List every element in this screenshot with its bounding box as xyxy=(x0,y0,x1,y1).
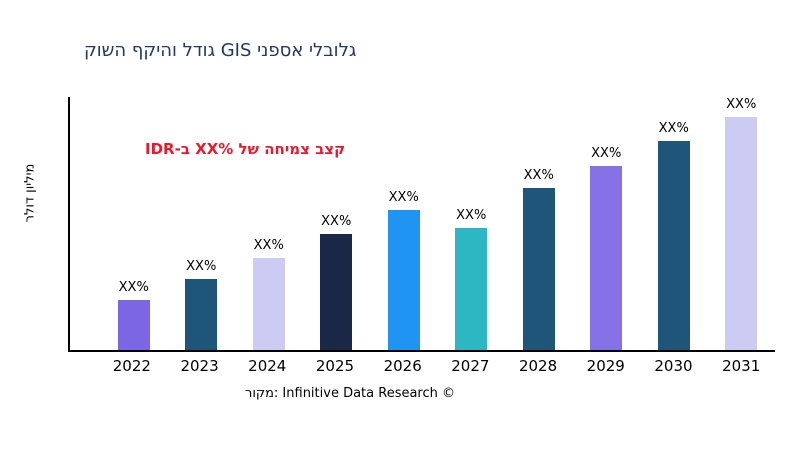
bar-value-label: XX% xyxy=(456,208,487,223)
x-tick-2024: 2024 xyxy=(248,357,287,375)
bar-2025 xyxy=(320,234,353,350)
x-tick-2031: 2031 xyxy=(722,357,761,375)
bar-2026 xyxy=(387,210,420,350)
bar-group-2026: XX% xyxy=(370,97,438,350)
bar-value-label: XX% xyxy=(118,280,149,295)
bar-2029 xyxy=(590,166,623,350)
x-tick-2028: 2028 xyxy=(518,357,558,375)
x-axis-tick-labels: 2022 2023 2024 2025 2026 2027 2028 2029 … xyxy=(68,357,775,375)
bar-value-label: XX% xyxy=(726,97,757,112)
bar-group-2031: XX% xyxy=(708,97,776,350)
bar-group-2027: XX% xyxy=(438,97,506,350)
plot-area: XX% XX% XX% XX% XX% XX% XX% XX% xyxy=(68,97,775,352)
x-tick-2026: 2026 xyxy=(383,357,422,375)
bar-value-label: XX% xyxy=(186,259,217,274)
bar-value-label: XX% xyxy=(523,168,554,183)
x-tick-2022: 2022 xyxy=(112,357,151,375)
x-tick-2030: 2030 xyxy=(654,357,693,375)
growth-rate-annotation: IDR-ב XX% לש החימצ בצק xyxy=(145,140,346,158)
chart-title: קושה ףקיהו לדוג GIS ינפסא ילבולג xyxy=(84,40,357,61)
bar-group-2022: XX% xyxy=(100,97,168,350)
bar-2030 xyxy=(657,141,690,350)
bar-group-2025: XX% xyxy=(303,97,371,350)
x-tick-2027: 2027 xyxy=(451,357,490,375)
bar-2024 xyxy=(252,258,285,350)
source-credit: רוקמ: Infinitive Data Research © xyxy=(244,386,456,401)
bar-2027 xyxy=(455,228,488,350)
bar-2022 xyxy=(117,300,150,350)
bar-group-2024: XX% xyxy=(235,97,303,350)
bar-group-2028: XX% xyxy=(505,97,573,350)
bar-value-label: XX% xyxy=(321,214,352,229)
bar-2031 xyxy=(725,117,758,350)
x-tick-2023: 2023 xyxy=(180,357,219,375)
bar-value-label: XX% xyxy=(658,121,689,136)
bar-2028 xyxy=(522,188,555,350)
bar-group-2030: XX% xyxy=(640,97,708,350)
y-axis-label: רלוד ןוילימ xyxy=(22,163,38,223)
bar-value-label: XX% xyxy=(253,238,284,253)
bar-group-2029: XX% xyxy=(573,97,641,350)
x-tick-2029: 2029 xyxy=(586,357,625,375)
bar-value-label: XX% xyxy=(388,190,419,205)
x-tick-2025: 2025 xyxy=(315,357,355,375)
bar-value-label: XX% xyxy=(591,146,622,161)
bar-group-2023: XX% xyxy=(168,97,236,350)
bar-2023 xyxy=(185,279,218,350)
